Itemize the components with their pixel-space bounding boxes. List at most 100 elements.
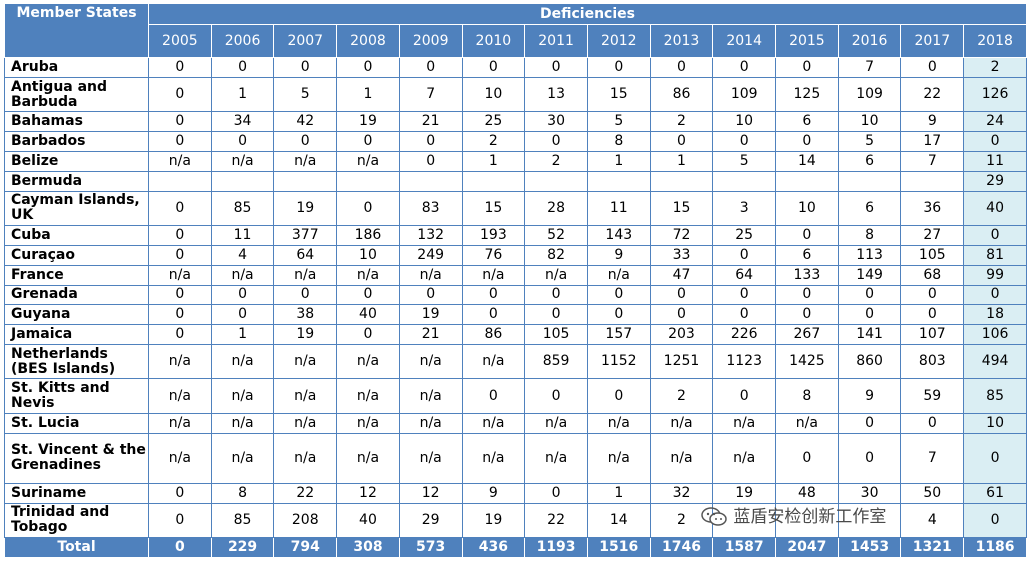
deficiency-cell: 0 <box>210 131 275 152</box>
deficiency-cell: n/a <box>586 432 651 484</box>
deficiency-cell: n/a <box>524 264 588 286</box>
member-state-cell: Cuba <box>4 225 149 246</box>
deficiency-cell: 1425 <box>775 343 839 380</box>
deficiency-cell: 38 <box>273 304 338 326</box>
deficiency-cell <box>398 170 463 192</box>
deficiency-cell: 0 <box>148 244 212 266</box>
deficiency-cell: 17 <box>900 131 965 152</box>
deficiency-cell: 0 <box>336 284 400 306</box>
deficiency-cell: 0 <box>649 57 714 78</box>
deficiency-cell: 0 <box>775 304 839 326</box>
deficiency-cell: 40 <box>963 190 1027 227</box>
deficiency-cell: 11 <box>586 190 651 227</box>
deficiency-cell: 0 <box>524 378 588 414</box>
deficiency-cell: n/a <box>649 432 714 484</box>
member-state-cell: Guyana <box>4 304 149 326</box>
deficiency-cell: 11 <box>963 150 1027 172</box>
deficiency-cell: 0 <box>461 304 526 326</box>
deficiency-cell: 859 <box>524 343 588 380</box>
total-cell: 794 <box>273 537 338 558</box>
deficiency-cell: 15 <box>461 190 526 227</box>
deficiency-cell: n/a <box>148 412 212 434</box>
deficiency-cell: 33 <box>649 244 714 266</box>
member-state-cell: Belize <box>4 150 149 172</box>
deficiency-cell: n/a <box>273 378 338 414</box>
deficiency-cell <box>775 502 839 539</box>
total-cell: 1516 <box>586 537 651 558</box>
deficiency-cell: 0 <box>148 131 212 152</box>
deficiency-cell: 19 <box>398 304 463 326</box>
deficiency-cell: 860 <box>837 343 902 380</box>
member-state-cell: Netherlands (BES Islands) <box>4 343 149 380</box>
deficiency-cell: 18 <box>963 304 1027 326</box>
deficiency-cell: 143 <box>586 225 651 246</box>
deficiency-cell: 34 <box>210 111 275 133</box>
table-row: Bahamas 0 34 42 19 21 25 30 5 2 10 6 10 9 24 <box>4 111 1027 133</box>
deficiency-cell: 0 <box>963 225 1027 246</box>
deficiency-cell: 15 <box>649 190 714 227</box>
deficiency-cell: n/a <box>273 264 338 286</box>
member-state-cell: Suriname <box>4 482 149 504</box>
deficiency-cell: 0 <box>586 304 651 326</box>
deficiency-cell: 47 <box>649 264 714 286</box>
deficiency-cell: 0 <box>148 324 212 345</box>
deficiency-cell <box>712 170 777 192</box>
deficiency-cell: 0 <box>963 131 1027 152</box>
deficiency-cell: 494 <box>963 343 1027 380</box>
deficiency-cell: 10 <box>712 111 777 133</box>
deficiency-cell: 0 <box>210 304 275 326</box>
deficiency-cell: 9 <box>837 378 902 414</box>
deficiency-cell: 0 <box>586 378 651 414</box>
table-row: Jamaica 0 1 19 0 21 86 105 157 203 226 267 141 107 106 <box>4 324 1027 345</box>
deficiency-cell: 10 <box>775 190 839 227</box>
deficiency-cell: 9 <box>900 111 965 133</box>
deficiency-cell: 0 <box>461 57 526 78</box>
deficiency-cell: 149 <box>837 264 902 286</box>
deficiency-cell: 61 <box>963 482 1027 504</box>
deficiency-cell: 59 <box>900 378 965 414</box>
member-state-cell: St. Lucia <box>4 412 149 434</box>
deficiency-cell: n/a <box>712 432 777 484</box>
year-header-2008: 2008 <box>336 24 400 58</box>
deficiency-cell: 5 <box>712 150 777 172</box>
deficiency-cell: 132 <box>398 225 463 246</box>
deficiency-cell: 5 <box>273 76 338 113</box>
deficiency-cell: 0 <box>837 432 902 484</box>
member-state-cell: St. Vincent & the Grenadines <box>4 432 149 484</box>
total-cell: 308 <box>336 537 400 558</box>
deficiency-cell: 15 <box>586 76 651 113</box>
deficiency-cell: 64 <box>273 244 338 266</box>
deficiency-cell: 0 <box>398 150 463 172</box>
deficiency-cell: 0 <box>273 284 338 306</box>
deficiency-cell: 0 <box>775 225 839 246</box>
deficiency-cell: n/a <box>336 264 400 286</box>
deficiency-cell: 0 <box>398 284 463 306</box>
deficiency-cell: 0 <box>336 57 400 78</box>
deficiency-cell: 8 <box>837 225 902 246</box>
total-cell: 573 <box>398 537 463 558</box>
deficiency-cell: 21 <box>398 324 463 345</box>
deficiency-cell: n/a <box>461 432 526 484</box>
deficiency-cell: n/a <box>712 412 777 434</box>
deficiency-cell: 24 <box>963 111 1027 133</box>
deficiency-cell: n/a <box>398 343 463 380</box>
deficiency-cell: 29 <box>963 170 1027 192</box>
deficiency-cell: 106 <box>963 324 1027 345</box>
deficiency-cell: 0 <box>148 482 212 504</box>
deficiency-cell: 1 <box>586 150 651 172</box>
deficiency-cell: 0 <box>148 76 212 113</box>
deficiency-cell: 0 <box>273 57 338 78</box>
deficiency-cell: n/a <box>398 378 463 414</box>
deficiency-cell: n/a <box>148 264 212 286</box>
deficiency-cell: 32 <box>649 482 714 504</box>
deficiency-cell: 6 <box>837 150 902 172</box>
deficiency-cell: 19 <box>336 111 400 133</box>
deficiency-cell: 85 <box>210 502 275 539</box>
deficiency-cell: 3 <box>712 190 777 227</box>
deficiency-cell: 36 <box>900 190 965 227</box>
member-state-cell: Barbados <box>4 131 149 152</box>
deficiency-cell: 0 <box>336 131 400 152</box>
table-row: Netherlands (BES Islands) n/a n/a n/a n/a n/a… <box>4 343 1027 380</box>
deficiency-cell: 22 <box>273 482 338 504</box>
deficiency-cell: 0 <box>712 131 777 152</box>
